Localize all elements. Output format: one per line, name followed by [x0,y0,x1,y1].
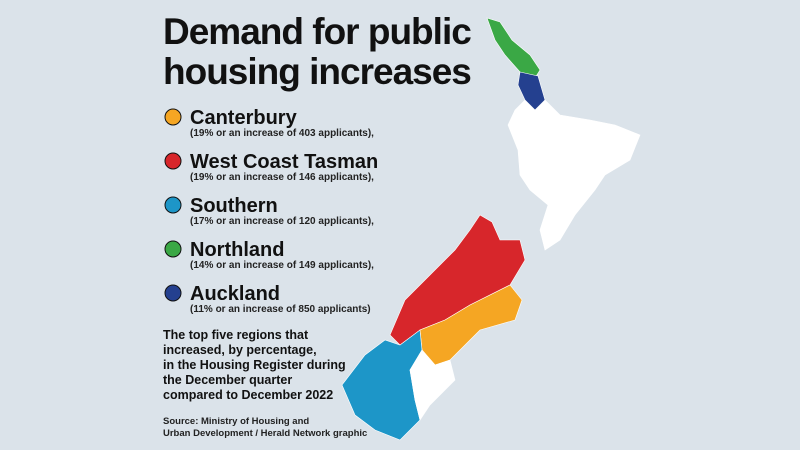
note-line: The top five regions that [163,328,309,342]
legend-detail: (11% or an increase of 850 applicants) [190,304,371,315]
region-auckland [517,71,546,111]
note-line: in the Housing Register during [163,358,346,372]
note-line: compared to December 2022 [163,388,333,402]
north-island [507,99,641,251]
map [341,17,641,441]
legend-swatch [164,196,182,214]
note-line: the December quarter [163,373,292,387]
legend-name: Canterbury [190,107,298,129]
legend-swatch [164,152,182,170]
legend-detail: (19% or an increase of 403 applicants), [190,128,374,139]
legend-swatch [164,284,182,302]
legend-name: Southern [190,195,278,217]
source-line: Source: Ministry of Housing and [163,416,309,427]
note-line: increased, by percentage, [163,343,317,357]
otago [409,349,456,421]
legend-detail: (14% or an increase of 149 applicants), [190,260,374,271]
title: housing increases [163,51,471,92]
legend-name: Auckland [190,283,280,305]
legend-swatch [164,240,182,258]
title: Demand for public [163,11,471,52]
source-line: Urban Development / Herald Network graph… [163,428,367,439]
region-northland [486,17,541,79]
legend-swatch [164,108,182,126]
legend-name: Northland [190,239,284,261]
legend-detail: (19% or an increase of 146 applicants), [190,172,374,183]
legend-detail: (17% or an increase of 120 applicants), [190,216,374,227]
legend-name: West Coast Tasman [190,151,378,173]
legend: Canterbury(19% or an increase of 403 app… [164,107,378,315]
